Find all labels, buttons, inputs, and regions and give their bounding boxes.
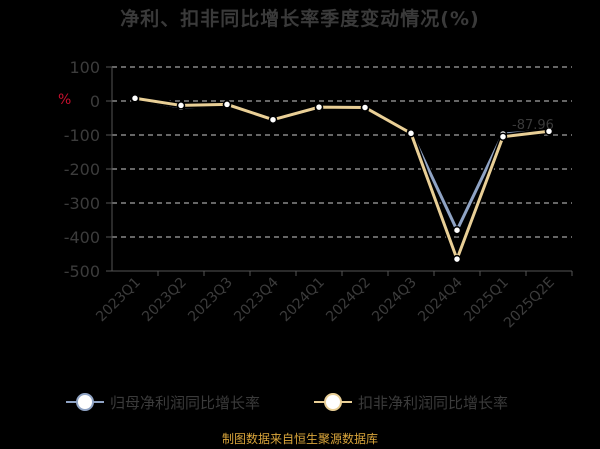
y-tick-label: -300: [64, 194, 100, 213]
data-point: [130, 94, 140, 103]
legend-item[interactable]: 扣非净利润同比增长率: [314, 390, 508, 414]
x-tick-label: 2024Q2: [323, 275, 374, 326]
y-tick-label: -200: [64, 160, 100, 179]
data-point: [176, 101, 186, 110]
x-tick-label: 2023Q4: [231, 274, 282, 325]
data-point: [452, 225, 462, 235]
y-axis-label: %: [58, 92, 71, 108]
x-tick-label: 2024Q3: [369, 275, 420, 326]
legend-label: 扣非净利润同比增长率: [358, 393, 509, 412]
data-point: [222, 100, 232, 109]
legend-label: 归母净利润同比增长率: [110, 393, 261, 412]
data-label: -87.96: [512, 118, 554, 133]
legend-marker-icon: [314, 393, 352, 411]
legend-item[interactable]: 归母净利润同比增长率: [66, 390, 260, 414]
y-tick-label: 0: [90, 92, 100, 111]
data-point: [498, 132, 508, 141]
x-tick-label: 2023Q3: [185, 275, 236, 326]
data-point: [360, 103, 370, 112]
line-chart: % 1000-100-200-300-400-5002023Q12023Q220…: [58, 58, 573, 332]
data-point: [268, 115, 278, 124]
series-line: [134, 97, 550, 234]
y-tick-label: -400: [64, 228, 100, 247]
y-tick-label: 100: [69, 58, 100, 77]
y-tick-label: -500: [64, 262, 100, 281]
series-line: [134, 96, 550, 264]
x-tick-label: 2024Q4: [415, 274, 466, 325]
data-point: [406, 129, 416, 138]
data-point: [544, 127, 554, 136]
legend: 归母净利润同比增长率 扣非净利润同比增长率: [0, 390, 600, 414]
x-tick-label: 2023Q2: [139, 275, 190, 326]
y-tick-label: -100: [64, 126, 100, 145]
x-tick-label: 2025Q2E: [501, 275, 558, 332]
x-tick-label: 2024Q1: [277, 275, 328, 326]
legend-marker-icon: [66, 393, 104, 411]
source-footnote: 制图数据来自恒生聚源数据库: [221, 432, 378, 446]
data-point: [314, 102, 324, 112]
chart-title: 净利、扣非同比增长率季度变动情况(%): [120, 8, 480, 30]
data-point: [452, 254, 462, 264]
x-tick-label: 2023Q1: [93, 275, 144, 326]
